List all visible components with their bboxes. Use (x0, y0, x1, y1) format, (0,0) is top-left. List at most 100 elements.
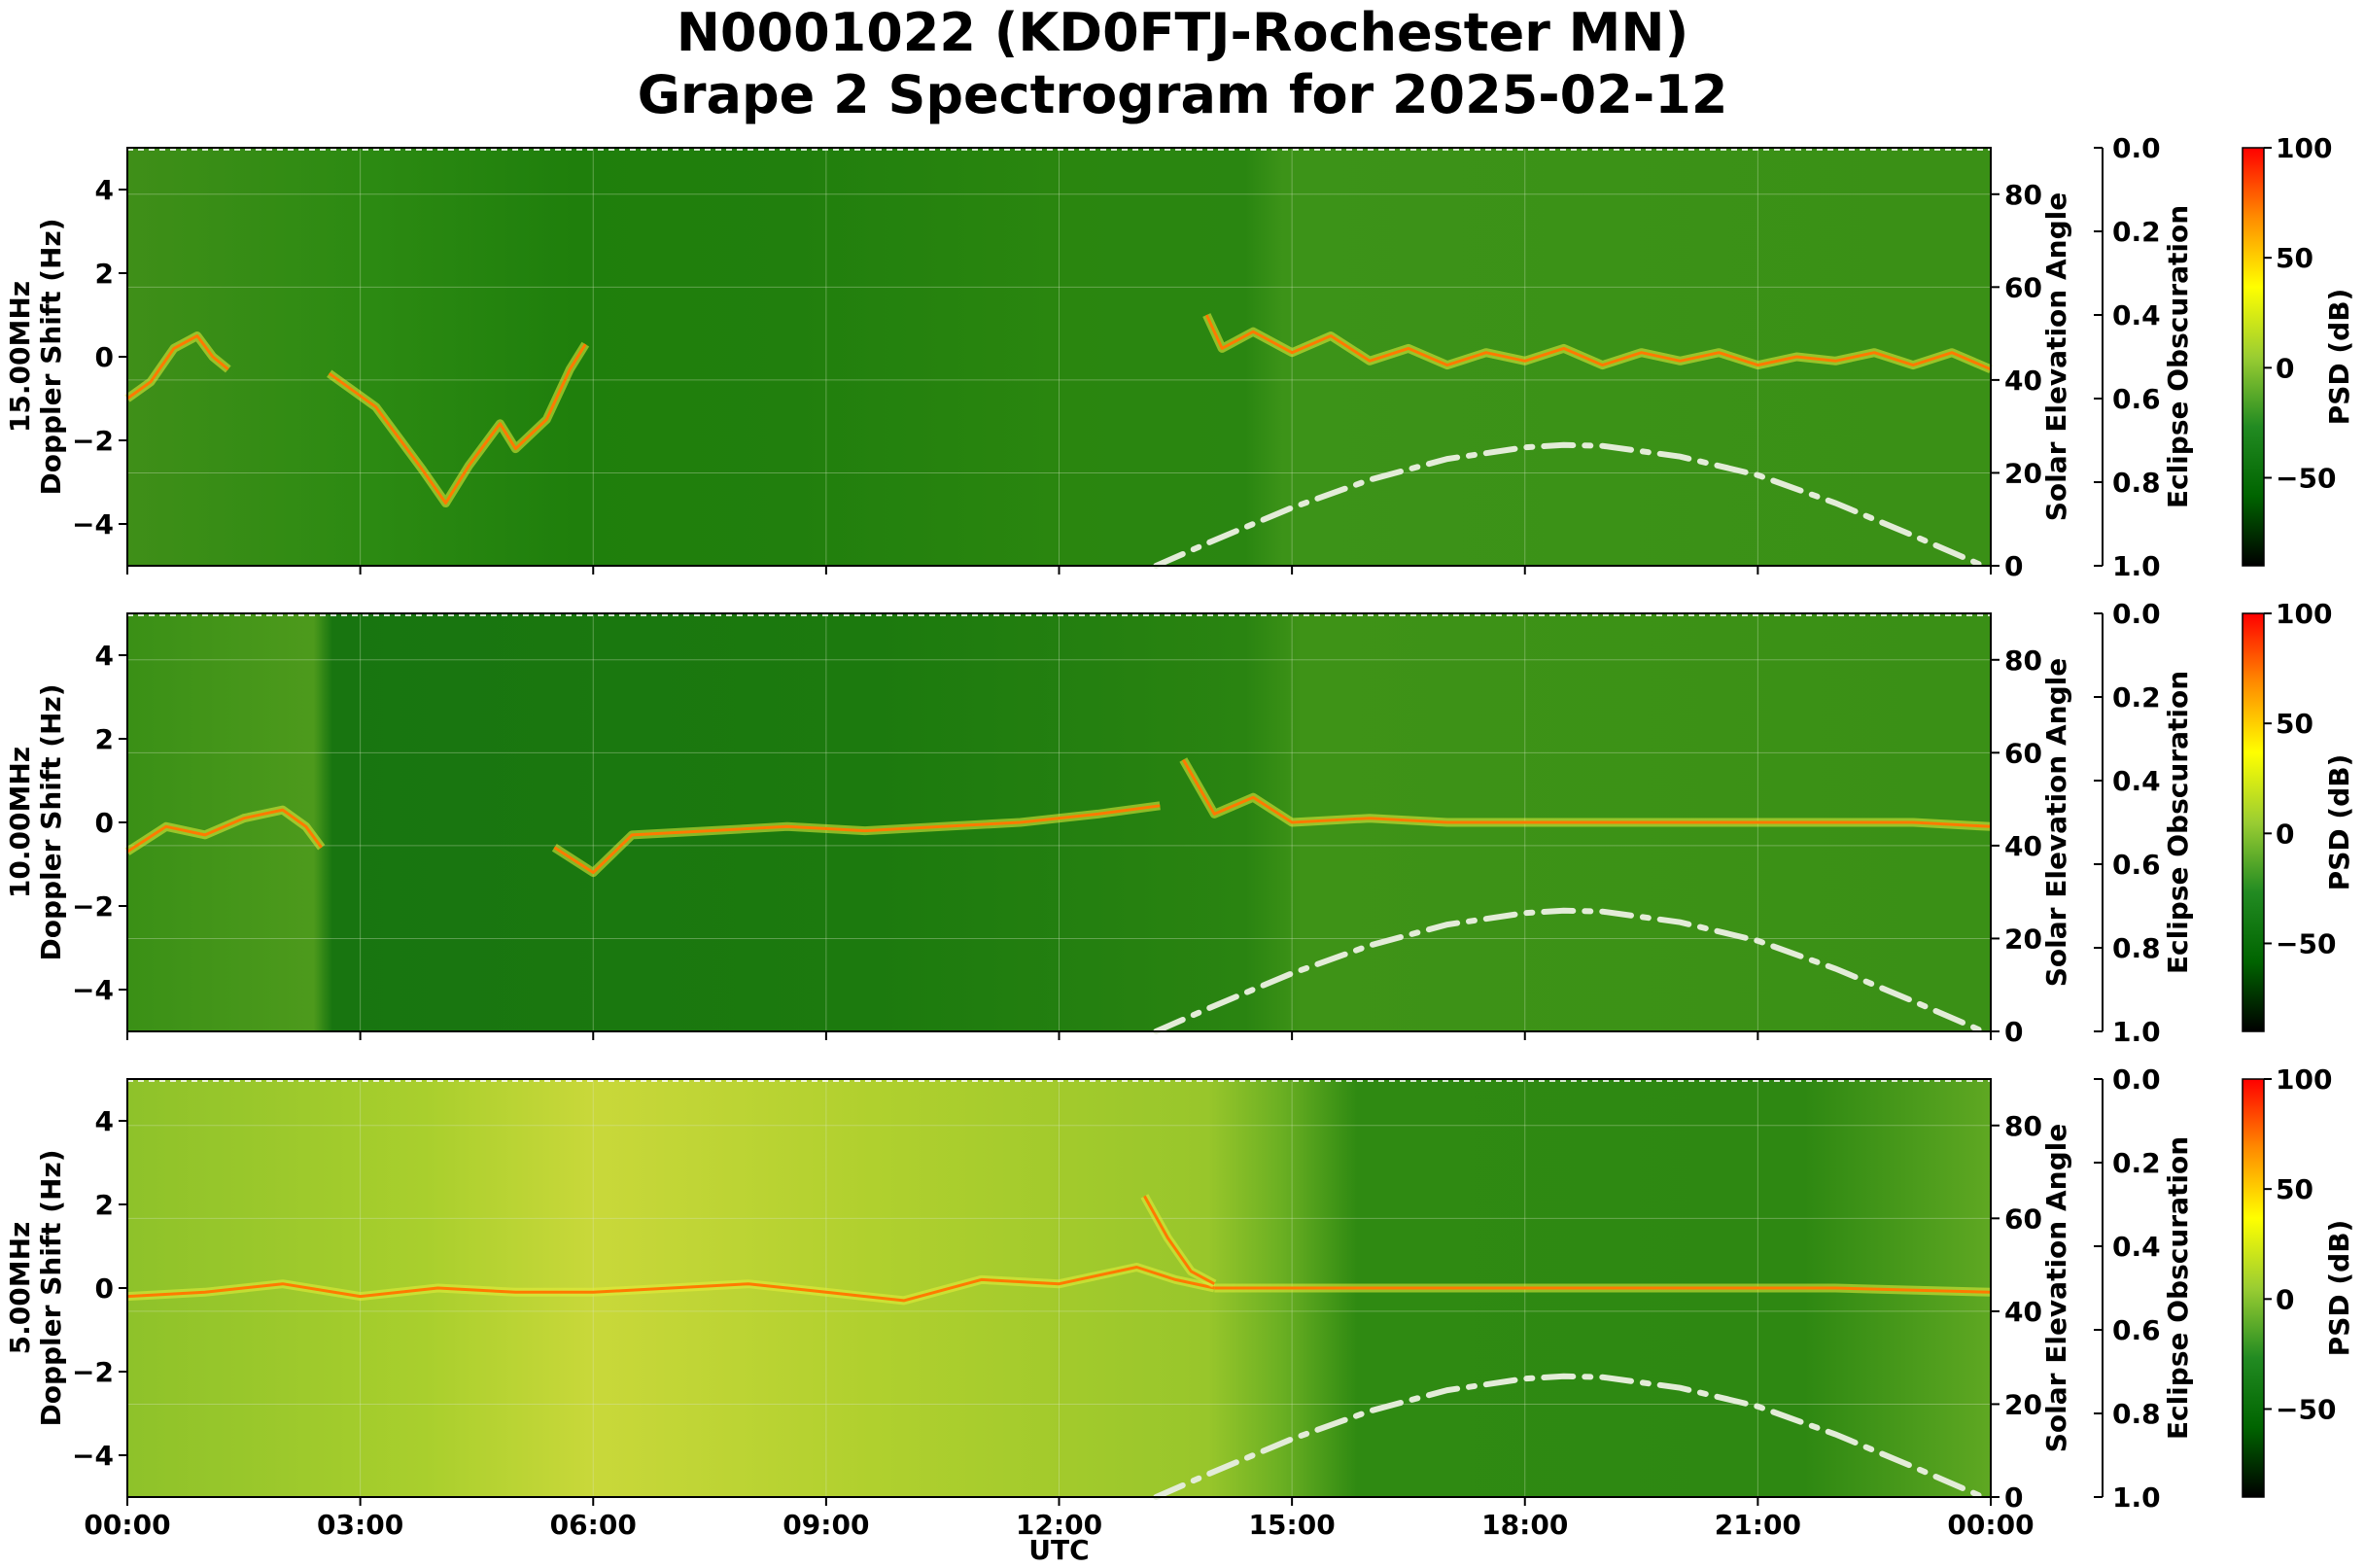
doppler-trace (126, 808, 323, 854)
solar-elevation-curve (1153, 441, 1986, 569)
x-tick-label: 09:00 (783, 1509, 869, 1541)
elevation-tick-label: 0 (2004, 1481, 2023, 1514)
x-tick-label: 12:00 (1016, 1509, 1102, 1541)
doppler-trace (1181, 758, 1992, 828)
y-tick-label: 2 (95, 258, 114, 290)
eclipse-tick-label: 0.2 (2112, 216, 2161, 248)
colorbar-label: PSD (dB) (2323, 1220, 2355, 1357)
colorbar-label: PSD (dB) (2323, 754, 2355, 891)
solar-elevation-curve (1153, 907, 1986, 1034)
chart-title-line2: Grape 2 Spectrogram for 2025-02-12 (637, 64, 1728, 125)
spectrogram-panel-2: 420−2−410.00MHz Doppler Shift (Hz)0204060… (4, 598, 2355, 1048)
y-tick-label: 0 (95, 807, 114, 839)
eclipse-tick-label: 0.0 (2112, 598, 2161, 630)
elevation-tick-label: 0 (2004, 1016, 2023, 1048)
elevation-tick-label: 60 (2004, 1202, 2042, 1235)
y-tick-label: −4 (72, 1440, 114, 1472)
doppler-trace (126, 334, 229, 401)
x-tick-label: 18:00 (1481, 1509, 1568, 1541)
colorbar-tick-label: 100 (2276, 598, 2332, 630)
eclipse-tick-label: 1.0 (2112, 1016, 2161, 1048)
colorbar-tick-label: 100 (2276, 132, 2332, 164)
y-tick-label: 4 (95, 640, 114, 672)
colorbar-tick-label: 0 (2276, 352, 2294, 384)
doppler-axis-label: Doppler Shift (Hz) (35, 683, 67, 960)
colorbar-tick-label: −50 (2276, 1393, 2336, 1425)
doppler-axis-label: Doppler Shift (Hz) (35, 218, 67, 495)
x-tick-label: 15:00 (1249, 1509, 1336, 1541)
frequency-label: 5.00MHz (4, 1222, 36, 1355)
eclipse-tick-label: 0.6 (2112, 1314, 2161, 1346)
eclipse-tick-label: 0.2 (2112, 681, 2161, 714)
elevation-tick-label: 20 (2004, 1388, 2042, 1420)
psd-colorbar (2242, 147, 2265, 567)
colorbar-tick-label: −50 (2276, 462, 2336, 494)
elevation-tick-label: 60 (2004, 737, 2042, 769)
doppler-trace (1214, 1286, 1992, 1294)
y-tick-label: 4 (95, 174, 114, 206)
eclipse-tick-label: 0.6 (2112, 383, 2161, 415)
x-tick-label: 03:00 (317, 1509, 403, 1541)
colorbar-tick-label: 50 (2276, 242, 2313, 274)
psd-colorbar (2242, 612, 2265, 1032)
elevation-tick-label: 60 (2004, 271, 2042, 303)
eclipse-tick-label: 0.4 (2112, 1231, 2161, 1263)
spectrogram-panel-1: 420−2−415.00MHz Doppler Shift (Hz)0204060… (4, 132, 2355, 582)
colorbar-label: PSD (dB) (2323, 289, 2355, 426)
eclipse-tick-label: 0.8 (2112, 467, 2161, 499)
y-tick-label: 4 (95, 1105, 114, 1137)
elevation-tick-label: 20 (2004, 457, 2042, 489)
eclipse-tick-label: 1.0 (2112, 1481, 2161, 1514)
eclipse-axis-label: Eclipse Obscuration (2162, 205, 2194, 508)
elevation-tick-label: 40 (2004, 365, 2042, 397)
doppler-axis-label: Doppler Shift (Hz) (35, 1149, 67, 1426)
y-tick-label: 0 (95, 1272, 114, 1305)
y-tick-label: −4 (72, 974, 114, 1006)
elevation-tick-label: 40 (2004, 830, 2042, 862)
colorbar-tick-label: 50 (2276, 708, 2313, 740)
solar-elevation-axis-label: Solar Elevation Angle (2040, 192, 2072, 521)
x-tick-label: 06:00 (550, 1509, 637, 1541)
solar-elevation-curve (1153, 1373, 1986, 1500)
y-tick-label: 0 (95, 341, 114, 373)
y-tick-label: 2 (95, 723, 114, 755)
eclipse-tick-label: 0.6 (2112, 849, 2161, 881)
elevation-tick-label: 40 (2004, 1296, 2042, 1328)
chart-title-line1: N0001022 (KD0FTJ-Rochester MN) (676, 2, 1689, 63)
eclipse-tick-label: 0.4 (2112, 765, 2161, 797)
x-tick-label: 00:00 (1947, 1509, 2034, 1541)
eclipse-tick-label: 0.0 (2112, 1063, 2161, 1096)
y-tick-label: 2 (95, 1189, 114, 1221)
eclipse-axis-label: Eclipse Obscuration (2162, 1136, 2194, 1440)
colorbar-tick-label: 0 (2276, 818, 2294, 850)
colorbar-tick-label: 0 (2276, 1283, 2294, 1315)
spectrogram-panel-3: 420−2−45.00MHz Doppler Shift (Hz)02040608… (4, 1063, 2355, 1541)
eclipse-tick-label: 0.8 (2112, 1398, 2161, 1430)
eclipse-tick-label: 0.2 (2112, 1147, 2161, 1179)
doppler-trace (328, 343, 587, 505)
doppler-trace (126, 1266, 1215, 1303)
x-tick-label: 21:00 (1715, 1509, 1801, 1541)
elevation-tick-label: 80 (2004, 1110, 2042, 1142)
colorbar-tick-label: 50 (2276, 1173, 2313, 1205)
frequency-label: 15.00MHz (4, 281, 36, 433)
doppler-trace (1204, 314, 1992, 371)
y-tick-label: −2 (72, 1356, 114, 1388)
colorbar-tick-label: 100 (2276, 1063, 2332, 1096)
eclipse-tick-label: 1.0 (2112, 550, 2161, 582)
elevation-tick-label: 80 (2004, 179, 2042, 211)
y-tick-label: −2 (72, 890, 114, 923)
doppler-trace (1143, 1195, 1216, 1286)
elevation-tick-label: 80 (2004, 645, 2042, 677)
elevation-tick-label: 0 (2004, 550, 2023, 582)
doppler-trace (553, 804, 1161, 875)
psd-colorbar (2242, 1078, 2265, 1498)
eclipse-axis-label: Eclipse Obscuration (2162, 671, 2194, 974)
y-tick-label: −2 (72, 425, 114, 457)
x-axis-label: UTC (1028, 1534, 1089, 1566)
solar-elevation-axis-label: Solar Elevation Angle (2040, 1124, 2072, 1452)
eclipse-tick-label: 0.0 (2112, 132, 2161, 164)
frequency-label: 10.00MHz (4, 747, 36, 898)
